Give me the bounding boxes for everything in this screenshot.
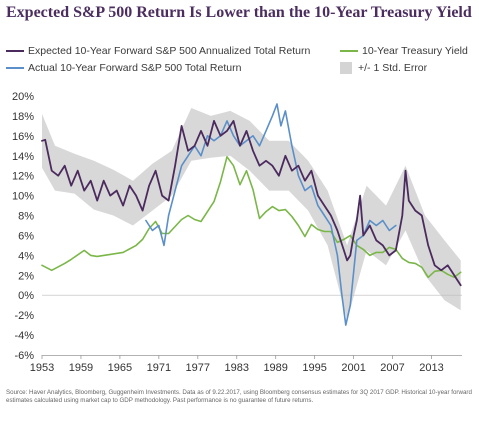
x-tick-label: 1971 <box>147 362 171 374</box>
y-tick-label: 8% <box>18 211 34 223</box>
y-tick-label: 16% <box>12 131 34 143</box>
legend-entry-actual: Actual 10-Year Forward S&P 500 Total Ret… <box>6 62 241 74</box>
source-note: Source: Haver Analytics, Bloomberg, Gugg… <box>6 389 472 404</box>
x-tick-label: 1965 <box>108 362 132 374</box>
x-tick-label: 1983 <box>225 362 249 374</box>
x-tick-label: 1989 <box>263 362 287 374</box>
y-tick-label: 12% <box>12 171 34 183</box>
legend-swatch-treasury <box>340 50 358 52</box>
legend-label-error: +/- 1 Std. Error <box>358 62 428 74</box>
legend-entry-expected: Expected 10-Year Forward S&P 500 Annuali… <box>6 45 310 57</box>
legend-swatch-actual <box>6 67 24 69</box>
y-tick-label: 20% <box>12 91 34 103</box>
x-tick-label: 2001 <box>341 362 365 374</box>
x-tick-label: 1977 <box>186 362 210 374</box>
y-tick-label: -6% <box>14 350 34 362</box>
legend-entry-error: +/- 1 Std. Error <box>340 62 427 74</box>
x-tick-label: 1959 <box>69 362 93 374</box>
legend-label-treasury: 10-Year Treasury Yield <box>362 45 468 57</box>
chart-title: Expected S&P 500 Return Is Lower than th… <box>6 4 472 21</box>
x-tick-label: 1995 <box>302 362 326 374</box>
legend-label-actual: Actual 10-Year Forward S&P 500 Total Ret… <box>28 62 242 74</box>
y-tick-label: -2% <box>14 310 34 322</box>
series-line-treasury-yield <box>41 156 462 279</box>
y-tick-label: 14% <box>12 151 34 163</box>
error-band <box>42 108 461 321</box>
legend-entry-treasury: 10-Year Treasury Yield <box>340 45 468 57</box>
y-tick-label: 0% <box>18 290 34 302</box>
legend-swatch-error <box>340 62 352 74</box>
y-tick-label: 6% <box>18 230 34 242</box>
y-tick-label: 10% <box>12 191 34 203</box>
legend-label-expected: Expected 10-Year Forward S&P 500 Annuali… <box>28 45 311 57</box>
series-layer <box>41 103 462 326</box>
y-tick-label: 2% <box>18 270 34 282</box>
series-line-expected-return <box>41 120 462 287</box>
y-tick-label: 18% <box>12 111 34 123</box>
series-line-actual-return <box>145 103 397 326</box>
axis-layer: 20%18%16%14%12%10%8%6%4%2%0%-2%-4%-6%195… <box>12 91 462 374</box>
x-tick-label: 2007 <box>380 362 404 374</box>
x-tick-label: 2013 <box>419 362 443 374</box>
error-band-layer <box>42 108 461 321</box>
x-tick-label: 1953 <box>30 362 54 374</box>
y-tick-label: 4% <box>18 250 34 262</box>
y-tick-label: -4% <box>14 330 34 342</box>
chart-plot: 20%18%16%14%12%10%8%6%4%2%0%-2%-4%-6%195… <box>12 91 462 374</box>
legend-swatch-expected <box>6 50 24 52</box>
